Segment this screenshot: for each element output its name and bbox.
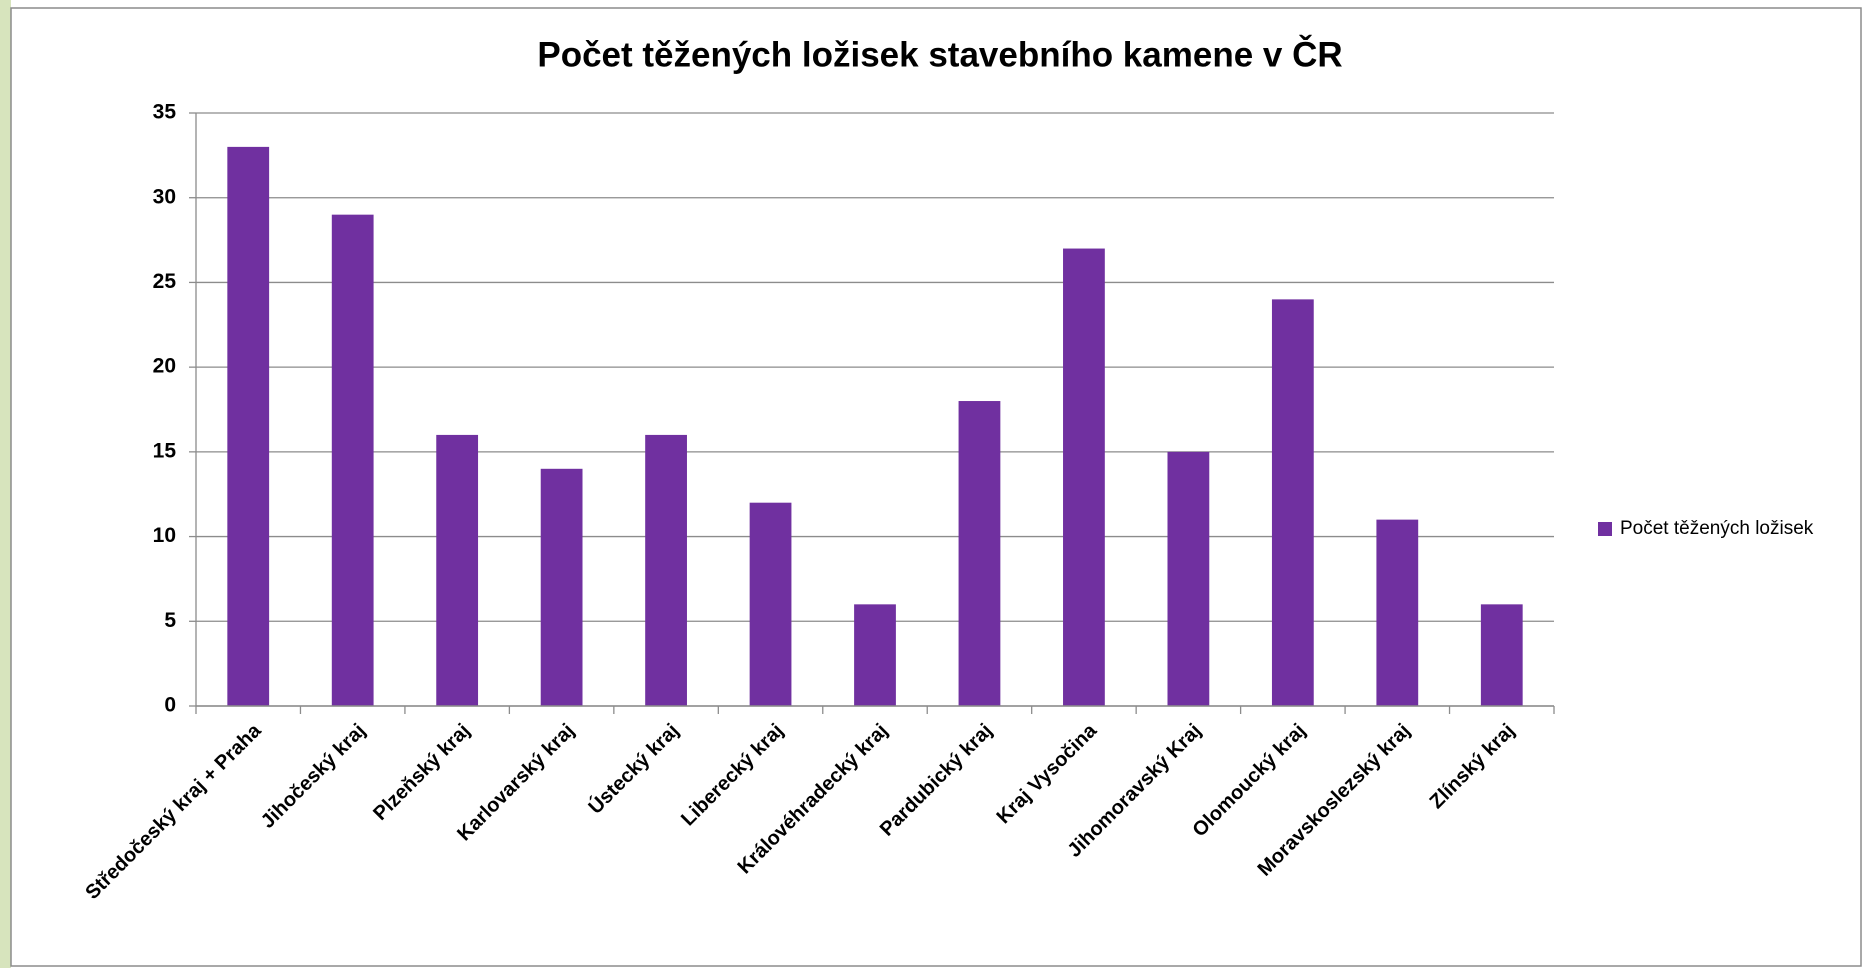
y-tick-label: 35 xyxy=(153,101,177,124)
bar xyxy=(227,146,270,706)
bar xyxy=(1271,299,1314,706)
y-tick-label: 0 xyxy=(164,694,176,717)
bar xyxy=(854,604,896,706)
chart-title: Počet těžených ložisek stavebního kamene… xyxy=(537,34,1342,74)
chart-frame xyxy=(10,7,1862,967)
bar xyxy=(1480,604,1523,706)
y-tick-label: 10 xyxy=(153,524,176,547)
bar xyxy=(645,434,687,706)
bar xyxy=(958,401,1001,706)
bar xyxy=(1167,451,1210,706)
y-tick-label: 30 xyxy=(153,185,176,208)
y-tick-label: 5 xyxy=(164,609,176,632)
legend-label: Počet těžených ložisek xyxy=(1620,518,1814,539)
left-strip xyxy=(0,0,11,968)
bar xyxy=(1376,519,1419,706)
bar xyxy=(540,468,583,706)
bar xyxy=(749,502,792,706)
bar xyxy=(436,434,479,706)
bar xyxy=(1063,248,1105,707)
y-tick-label: 25 xyxy=(153,270,177,293)
legend-swatch xyxy=(1598,522,1612,536)
bar xyxy=(331,214,374,706)
y-tick-label: 20 xyxy=(153,355,176,378)
y-tick-label: 15 xyxy=(153,439,177,462)
